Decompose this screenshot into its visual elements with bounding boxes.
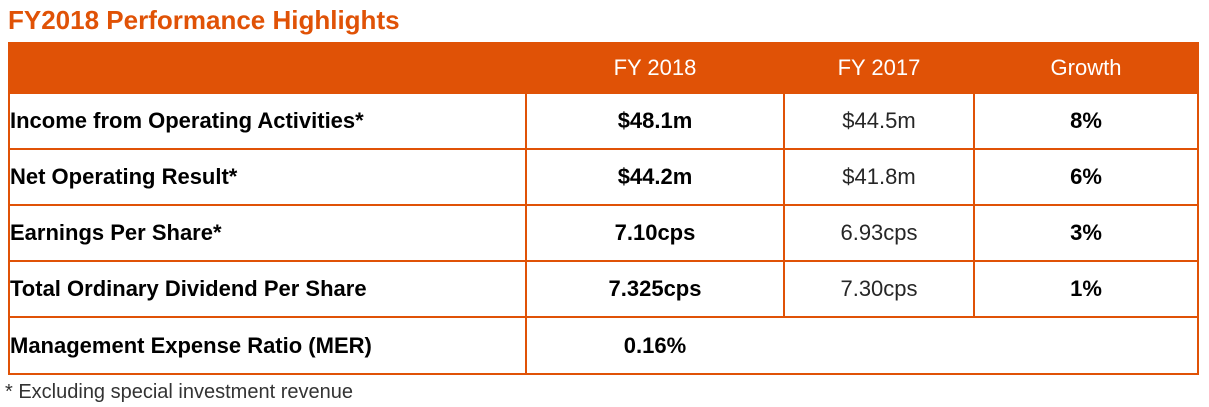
table-row: Income from Operating Activities* $48.1m…	[8, 92, 1199, 150]
header-row: FY 2018 FY 2017 Growth	[8, 42, 1199, 94]
row-label: Income from Operating Activities*	[8, 92, 527, 150]
header-cell-fy2018: FY 2018	[525, 42, 785, 94]
growth-value: 1%	[973, 260, 1199, 318]
mer-merged-cell: 0.16%	[525, 316, 1199, 375]
growth-value: 3%	[973, 204, 1199, 262]
table-row: Earnings Per Share* 7.10cps 6.93cps 3%	[8, 204, 1199, 262]
page-title: FY2018 Performance Highlights	[8, 5, 400, 35]
table-row-mer: Management Expense Ratio (MER) 0.16%	[8, 316, 1199, 375]
row-label: Net Operating Result*	[8, 148, 527, 206]
fy2018-value: 7.10cps	[525, 204, 785, 262]
fy2018-value: $44.2m	[525, 148, 785, 206]
fy2018-value: $48.1m	[525, 92, 785, 150]
header-cell-growth: Growth	[973, 42, 1199, 94]
fy2017-value: $44.5m	[783, 92, 975, 150]
mer-value: 0.16%	[623, 332, 687, 358]
fy2017-value: 6.93cps	[783, 204, 975, 262]
row-label: Management Expense Ratio (MER)	[8, 316, 527, 375]
row-label: Total Ordinary Dividend Per Share	[8, 260, 527, 318]
table-row: Total Ordinary Dividend Per Share 7.325c…	[8, 260, 1199, 318]
growth-value: 8%	[973, 92, 1199, 150]
fy2017-value: $41.8m	[783, 148, 975, 206]
fy2018-value: 7.325cps	[525, 260, 785, 318]
header-cell-fy2017: FY 2017	[783, 42, 975, 94]
fy2017-value: 7.30cps	[783, 260, 975, 318]
table-row: Net Operating Result* $44.2m $41.8m 6%	[8, 148, 1199, 206]
row-label: Earnings Per Share*	[8, 204, 527, 262]
header-cell-empty	[8, 42, 527, 94]
footnote: * Excluding special investment revenue	[5, 381, 353, 403]
growth-value: 6%	[973, 148, 1199, 206]
slide: FY2018 Performance Highlights FY 2018 FY…	[0, 5, 1209, 407]
performance-table: FY 2018 FY 2017 Growth Income from Opera…	[8, 42, 1199, 375]
